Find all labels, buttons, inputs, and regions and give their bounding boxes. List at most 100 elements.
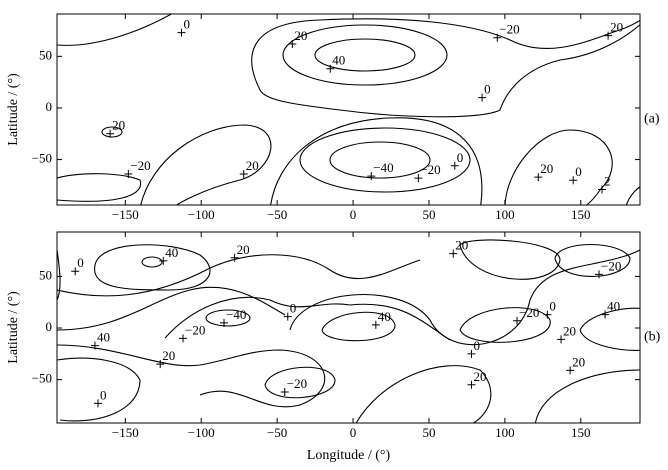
contour-line (314, 38, 416, 72)
contour-marker (598, 185, 607, 194)
x-tick-label: 150 (571, 207, 591, 222)
contour-line (57, 173, 142, 202)
contour-marker (283, 312, 292, 321)
y-tick-label: 0 (46, 99, 53, 114)
contour-label: 40 (97, 330, 110, 345)
contour-label: 40 (332, 53, 345, 68)
contour-line (57, 249, 61, 301)
contour-line (264, 366, 336, 399)
contour-label: 20 (162, 348, 175, 363)
contour-label: 0 (183, 17, 190, 32)
y-tick-label: −50 (32, 151, 52, 166)
plot-frame (56, 13, 641, 206)
contour-label: 20 (473, 369, 486, 384)
x-tick-label: 50 (422, 207, 435, 222)
y-tick-label: −50 (32, 371, 52, 386)
contour-marker (156, 360, 165, 369)
contour-marker (493, 33, 502, 42)
x-tick-label: −50 (267, 425, 287, 440)
x-axis-label: Longitude / (°) (307, 448, 391, 463)
contour-line (355, 365, 492, 423)
contour-line (459, 307, 551, 343)
contour-label: −20 (499, 22, 519, 37)
contour-label: 20 (112, 118, 125, 133)
contour-label: 0 (575, 164, 582, 179)
contour-line (205, 309, 251, 327)
contour-label: 20 (294, 28, 307, 43)
y-tick-label: 50 (39, 267, 52, 282)
contour-marker (513, 316, 522, 325)
contour-line (554, 243, 631, 277)
contour-label: 40 (378, 309, 391, 324)
y-axis-label: Latitude / (°) (6, 73, 21, 146)
y-tick-label: 0 (46, 319, 53, 334)
contour-label: 20 (572, 354, 585, 369)
contour-label: −20 (287, 376, 307, 391)
contour-label: 40 (607, 299, 620, 314)
contour-label: 0 (457, 150, 464, 165)
contour-marker (601, 310, 610, 319)
contour-label: −20 (130, 158, 150, 173)
contour-marker (467, 349, 476, 358)
contour-line (329, 141, 431, 179)
contour-line (579, 307, 640, 351)
panel-label: (a) (644, 112, 660, 127)
contour-lines (57, 14, 640, 205)
contour-line (289, 249, 640, 346)
contour-line (504, 129, 613, 205)
contour-label: −40 (226, 307, 246, 322)
contour-marker (124, 170, 133, 179)
x-tick-label: 100 (495, 207, 515, 222)
contour-line (282, 24, 448, 86)
contour-marker (557, 335, 566, 344)
contour-marker (220, 318, 229, 327)
x-tick-label: −100 (188, 207, 215, 222)
contour-marker (326, 64, 335, 73)
contour-marker (569, 176, 578, 185)
contour-label: 0 (484, 82, 491, 97)
contour-line (57, 286, 286, 331)
contour-marker (543, 310, 552, 319)
contour-label: 20 (540, 161, 553, 176)
contour-line (625, 186, 640, 205)
x-tick-label: 50 (422, 425, 435, 440)
contour-marker (90, 341, 99, 350)
plot-frame (56, 231, 641, 424)
contour-marker (179, 334, 188, 343)
contour-label: 20 (610, 20, 623, 35)
contour-line (141, 256, 163, 268)
contour-lines (57, 239, 640, 423)
contour-line (299, 127, 471, 193)
contour-marker (604, 31, 613, 40)
contour-label: 20 (455, 238, 468, 253)
contour-label: 40 (165, 245, 178, 260)
contour-line (57, 344, 326, 408)
contour-line (459, 239, 561, 280)
contour-label: 0 (473, 338, 480, 353)
contour-label: −20 (519, 305, 539, 320)
contour-label: −40 (373, 160, 393, 175)
contour-marker (595, 270, 604, 279)
x-tick-label: −100 (188, 425, 215, 440)
x-tick-label: −50 (267, 207, 287, 222)
contour-marker (414, 174, 423, 183)
contour-marker (450, 161, 459, 170)
contour-label: −20 (185, 322, 205, 337)
contour-marker (71, 267, 80, 276)
contour-line (321, 311, 396, 342)
contour-marker (280, 388, 289, 397)
contour-line (251, 18, 640, 91)
contour-line (534, 369, 640, 423)
x-tick-label: −150 (112, 425, 139, 440)
x-tick-label: 150 (571, 425, 591, 440)
contour-marker (478, 93, 487, 102)
contour-line (57, 357, 141, 422)
contour-marker (449, 249, 458, 258)
contour-marker (534, 173, 543, 182)
contour-line (57, 254, 421, 297)
contour-line (101, 126, 123, 138)
x-tick-label: 0 (350, 425, 357, 440)
contour-line (164, 296, 451, 341)
contour-marker (467, 380, 476, 389)
